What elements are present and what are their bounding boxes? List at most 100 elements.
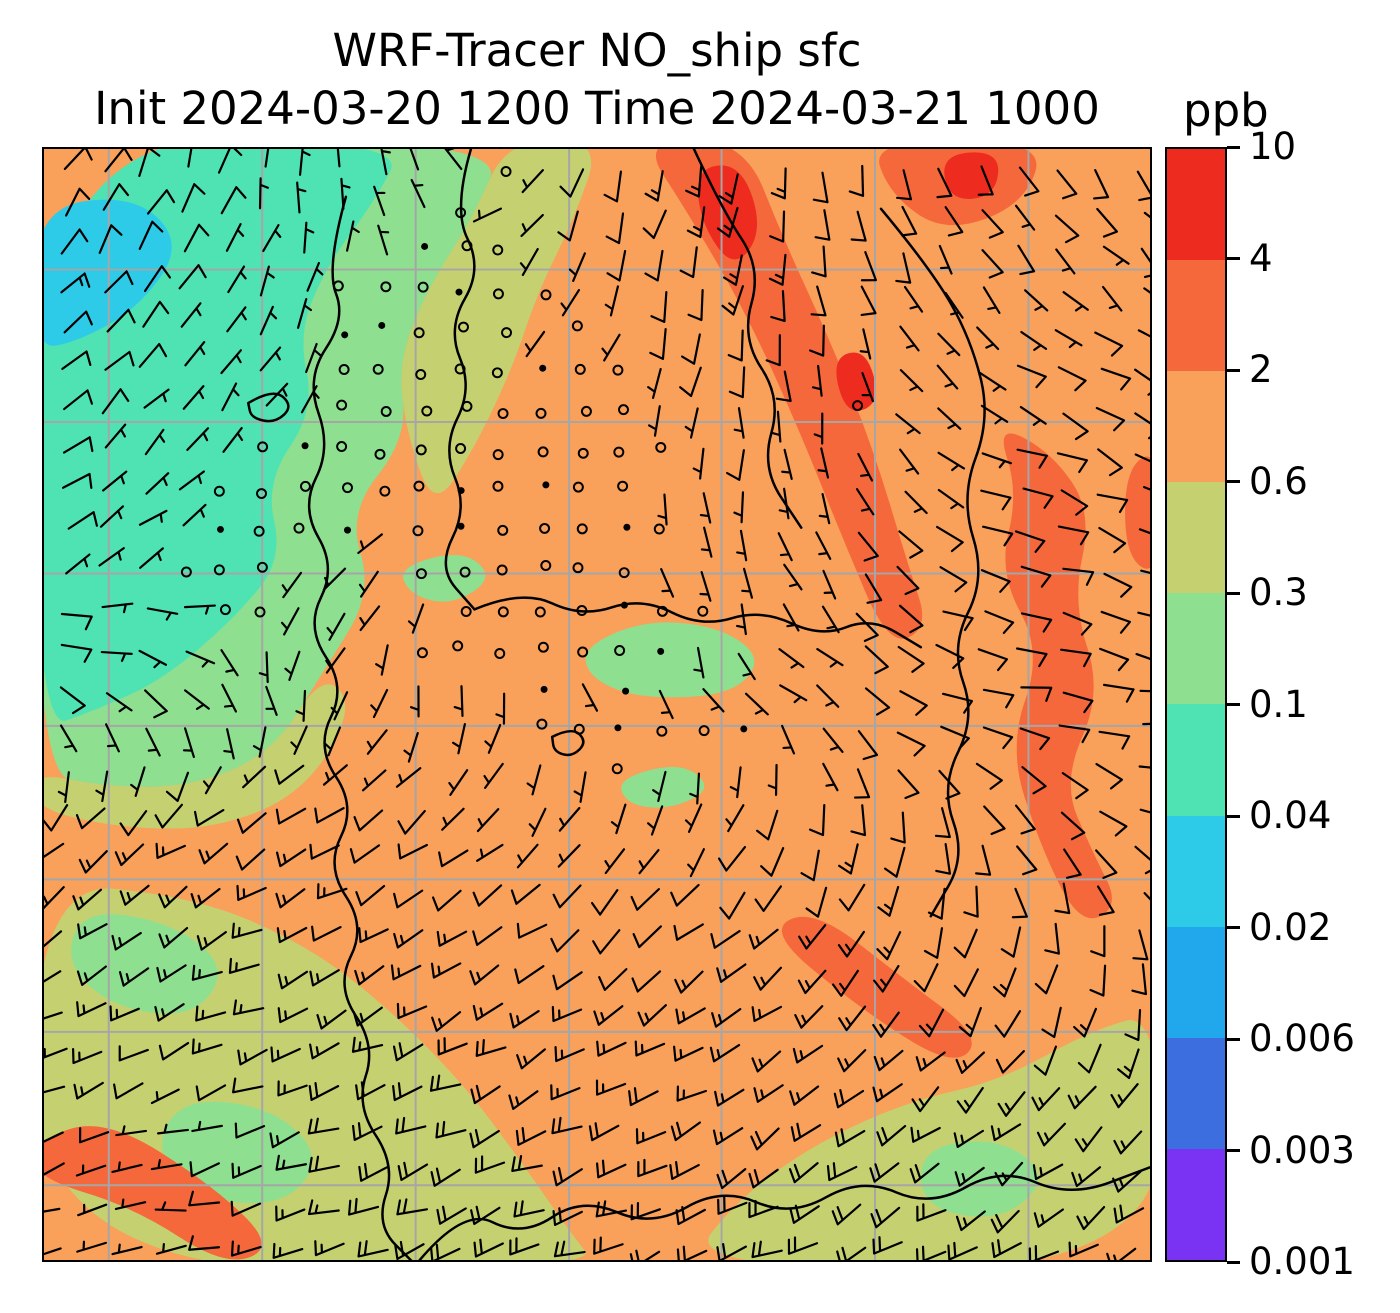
wind-barb <box>598 968 628 991</box>
wind-barb <box>144 428 166 456</box>
calm-circle <box>213 485 225 497</box>
calm-circle <box>415 568 427 580</box>
wind-barb <box>325 647 346 674</box>
wind-barb <box>876 931 902 961</box>
wind-barb <box>1089 964 1107 997</box>
wind-barb <box>1054 882 1071 915</box>
wind-barb <box>748 1168 779 1189</box>
wind-barb <box>1063 848 1082 879</box>
station-dot <box>542 481 550 489</box>
wind-barb <box>275 807 307 825</box>
wind-barb <box>104 350 135 371</box>
wind-barb <box>72 888 103 911</box>
calm-circle <box>461 240 473 252</box>
wind-barb <box>1022 487 1054 509</box>
wind-barb <box>1062 611 1093 636</box>
wind-barb <box>1036 1122 1067 1147</box>
wind-barb <box>637 1004 667 1027</box>
wind-barb <box>191 964 223 981</box>
wind-barb <box>1024 289 1049 312</box>
wind-barb <box>429 1074 462 1092</box>
colorbar-tick-mark <box>1227 480 1240 483</box>
wind-barb <box>684 407 699 439</box>
wind-barb <box>779 684 808 704</box>
wind-barb <box>44 804 69 832</box>
wind-barb <box>937 332 961 357</box>
calm-circle <box>571 320 583 332</box>
wind-barb <box>675 1007 706 1025</box>
wind-barb <box>550 929 580 953</box>
wind-barb <box>692 447 705 480</box>
wind-barb <box>357 1240 389 1258</box>
wind-barb <box>436 1205 467 1225</box>
wind-barb <box>390 964 422 981</box>
wind-barb <box>221 683 238 713</box>
colorbar-tick-label: 0.006 <box>1249 1017 1355 1060</box>
wind-barb <box>817 447 830 479</box>
wind-barb <box>220 349 242 375</box>
calm-circle <box>492 480 504 492</box>
wind-barb <box>475 1038 507 1057</box>
field-region-redorange-right-band <box>1003 433 1112 919</box>
wind-barb <box>927 887 946 920</box>
wind-barb <box>526 764 542 796</box>
wind-barb <box>947 1241 978 1260</box>
wind-barb <box>982 726 1014 750</box>
calm-circle <box>572 562 584 574</box>
wind-barb <box>395 767 422 788</box>
wind-barb <box>1016 845 1038 876</box>
wind-barb <box>711 1008 742 1028</box>
wind-barb <box>361 769 387 792</box>
wind-barb <box>1033 1208 1065 1228</box>
wind-barb <box>281 571 303 599</box>
wind-barb <box>195 1084 227 1102</box>
wind-barb <box>524 330 546 358</box>
wind-barb <box>309 843 340 860</box>
wind-barb <box>409 149 420 171</box>
wind-barb <box>647 367 662 399</box>
wind-barb <box>632 925 662 949</box>
wind-barb <box>635 1128 667 1145</box>
wind-barb <box>748 928 779 950</box>
wind-barb <box>1017 244 1036 276</box>
wind-barb <box>217 149 243 174</box>
wind-barb <box>1100 367 1132 391</box>
station-dot <box>421 242 429 250</box>
wind-barb <box>1033 1045 1058 1076</box>
wind-barb <box>444 149 463 171</box>
calm-circle <box>577 447 589 459</box>
wind-barb <box>557 210 579 242</box>
wind-barb <box>794 1005 824 1029</box>
wind-barb <box>870 1206 901 1229</box>
calm-circle <box>618 404 629 416</box>
wind-barb <box>220 649 239 677</box>
calm-circle <box>461 400 473 412</box>
wind-barb <box>680 333 701 365</box>
wind-barb <box>676 1245 708 1260</box>
calm-circle <box>256 561 268 573</box>
wind-barb <box>901 205 918 237</box>
wind-barb <box>270 1046 301 1063</box>
calm-circle <box>293 522 305 534</box>
wind-barb <box>188 1235 221 1251</box>
calm-circle <box>372 363 384 375</box>
wind-barb <box>836 1246 867 1260</box>
wind-barb <box>393 929 424 949</box>
wind-barb <box>896 565 920 596</box>
wind-barb <box>685 165 703 198</box>
wind-barb <box>44 1011 63 1020</box>
plot-title: WRF-Tracer NO_ship sfc <box>332 24 862 77</box>
wind-barb <box>186 427 210 452</box>
wind-barb <box>679 246 698 279</box>
wind-barb <box>311 925 342 942</box>
wind-barb <box>719 891 746 920</box>
wind-barb <box>647 805 664 836</box>
wind-barb <box>710 929 741 949</box>
wind-barb <box>718 173 739 205</box>
wind-barb <box>551 1005 583 1023</box>
calm-circle <box>494 648 506 659</box>
wind-barb <box>673 923 704 941</box>
wind-barb <box>76 1001 107 1018</box>
wind-barb <box>700 526 713 558</box>
wind-barb <box>181 183 206 213</box>
